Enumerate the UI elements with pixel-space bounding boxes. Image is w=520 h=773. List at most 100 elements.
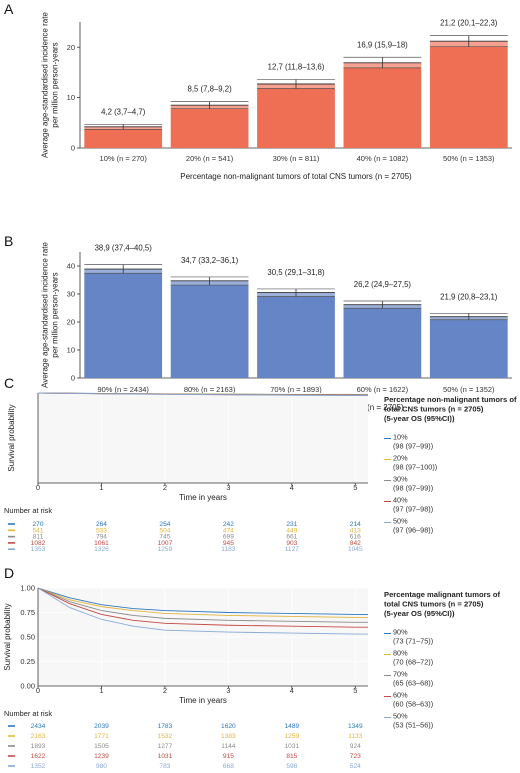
bar-value-label: 34,7 (33,2–36,1) (181, 256, 239, 265)
x-axis-label: Percentage non-malignant tumors of total… (180, 172, 412, 181)
y-axis-label-line: Average age-standardised incidence rate (41, 12, 50, 158)
risk-count: 1353 (31, 546, 46, 553)
risk-count: 504 (159, 527, 170, 534)
risk-count: 1620 (221, 723, 236, 730)
x-tick-label: 50% (n = 1352) (443, 385, 495, 394)
bar-value-label: 30,5 (29,1–31,8) (267, 268, 325, 277)
x-tick-label: 90% (n = 2434) (97, 385, 149, 394)
risk-count: 723 (350, 753, 361, 760)
x-tick-label: 1 (99, 483, 103, 492)
legend-entry-ci: (97 (96–98)) (393, 526, 433, 535)
survival-curve-50 (37, 392, 369, 397)
bar-value-label: 12,7 (11,8–13,6) (268, 62, 325, 71)
risk-count: 661 (286, 534, 297, 541)
legend-title: total CNS tumors (n = 2705) (384, 600, 484, 609)
survival-curve-50 (37, 587, 368, 635)
survival-chart-panel-c: C 0 1 2 3 4 5 Time in years Survival probability… (4, 375, 517, 553)
legend-entry-ci: (73 (71–75)) (393, 637, 433, 646)
survival-curve-90 (37, 587, 368, 615)
bar (84, 269, 163, 378)
risk-count: 242 (223, 521, 234, 528)
y-tick-label: 0 (71, 144, 75, 153)
risk-count: 945 (223, 540, 234, 547)
risk-count: 449 (286, 527, 297, 534)
risk-count: 1082 (31, 540, 46, 547)
y-tick-label: 20 (67, 43, 75, 52)
bar (257, 292, 335, 378)
risk-count: 1771 (94, 733, 109, 740)
legend-entry-name: 40% (393, 496, 408, 505)
legend-entry-ci: (53 (51–56)) (393, 721, 433, 730)
x-tick-label: 5 (353, 686, 357, 695)
x-tick-label: 5 (353, 483, 357, 492)
legend-entry-ci: (97 (97–98)) (393, 505, 433, 514)
y-tick-label: 40 (67, 262, 75, 271)
risk-count: 1183 (221, 546, 236, 553)
risk-count: 811 (33, 534, 44, 541)
legend-entry-name: 10% (393, 433, 408, 442)
y-tick-label: 10 (67, 93, 75, 102)
x-tick-label: 4 (290, 686, 294, 695)
survival-curve-80 (37, 587, 368, 618)
risk-count: 1349 (348, 723, 363, 730)
bar (257, 83, 335, 148)
risk-count: 1031 (285, 743, 300, 750)
bar (84, 126, 163, 148)
x-tick-label: 4 (290, 483, 294, 492)
legend-entry-name: 50% (393, 712, 408, 721)
legend-entry-ci: (70 (68–72)) (393, 658, 433, 667)
legend-title: (5-year OS (95%CI)) (384, 414, 455, 423)
risk-count: 616 (350, 534, 361, 541)
x-axis-label: Time in years (179, 696, 227, 705)
risk-count: 1259 (285, 733, 300, 740)
y-tick-label: 20 (67, 318, 75, 327)
bar-value-label: 21,9 (20,8–23,1) (440, 292, 498, 301)
y-axis-label-line: per million person-years (51, 272, 60, 357)
x-tick-label: 2 (163, 483, 167, 492)
y-tick-label: 0.00 (20, 681, 35, 690)
bar-value-label: 16,9 (15,9–18) (357, 40, 408, 49)
bar (343, 304, 422, 378)
x-axis-label: Time in years (179, 493, 227, 502)
risk-count: 783 (159, 763, 170, 770)
risk-count: 2039 (94, 723, 109, 730)
risk-table-title: Number at risk (4, 506, 52, 515)
risk-count: 598 (286, 763, 297, 770)
x-tick-label: 10% (n = 270) (100, 154, 148, 163)
y-tick-label: 0.25 (20, 657, 35, 666)
legend-entry-name: 20% (393, 454, 408, 463)
y-axis-label: Survival probability (3, 603, 12, 670)
y-axis-label-line: per million person-years (51, 42, 60, 127)
risk-count: 1127 (285, 546, 300, 553)
risk-table-title: Number at risk (4, 709, 52, 718)
risk-count: 1622 (31, 753, 46, 760)
bar-chart-panel-a: A 0 10 20 Average age-standardised incidence… (4, 1, 512, 181)
bar (170, 105, 249, 148)
survival-curve-70 (37, 587, 368, 623)
y-axis-label: Average age-standardised incidence ratep… (41, 12, 60, 158)
legend-entry-name: 60% (393, 691, 408, 700)
legend-entry-ci: (60 (58–63)) (393, 700, 433, 709)
bar (429, 316, 508, 378)
x-tick-label: 80% (n = 2163) (184, 385, 236, 394)
risk-count: 254 (159, 521, 170, 528)
risk-count: 524 (350, 763, 361, 770)
risk-count: 1326 (94, 546, 109, 553)
x-tick-label: 2 (163, 686, 167, 695)
legend-entry-name: 80% (393, 649, 408, 658)
risk-count: 1352 (31, 763, 46, 770)
legend-entry-name: 90% (393, 628, 408, 637)
y-tick-label: 0.50 (20, 632, 35, 641)
y-tick-label: 30 (67, 290, 75, 299)
legend-title: Percentage malignant tumors of (384, 590, 501, 599)
y-tick-label: 0.75 (20, 608, 35, 617)
risk-count: 924 (350, 743, 361, 750)
risk-count: 1061 (94, 540, 109, 547)
risk-count: 413 (350, 527, 361, 534)
x-tick-label: 3 (226, 686, 230, 695)
survival-chart-panel-d: D 0.00 0.25 0.50 0.75 1.00 0 1 2 3 4 5 Time in years… (3, 565, 501, 770)
risk-count: 1383 (221, 733, 236, 740)
x-tick-label: 0 (36, 483, 40, 492)
legend-title: (5-year OS (95%CI)) (384, 609, 455, 618)
risk-count: 745 (159, 534, 170, 541)
